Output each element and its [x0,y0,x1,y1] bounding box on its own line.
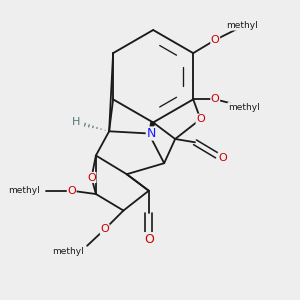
Text: H: H [72,118,80,128]
Text: O: O [144,233,154,246]
Text: methyl: methyl [228,103,260,112]
Text: N: N [146,127,156,140]
Text: O: O [211,94,220,104]
Text: O: O [218,153,227,163]
Text: O: O [100,224,109,234]
Text: O: O [87,172,96,182]
Text: O: O [211,35,220,45]
Text: O: O [196,114,205,124]
Text: O: O [67,186,76,196]
Text: methyl: methyl [226,21,257,30]
Polygon shape [149,122,155,134]
Text: methyl: methyl [8,186,40,195]
Text: methyl: methyl [52,247,84,256]
